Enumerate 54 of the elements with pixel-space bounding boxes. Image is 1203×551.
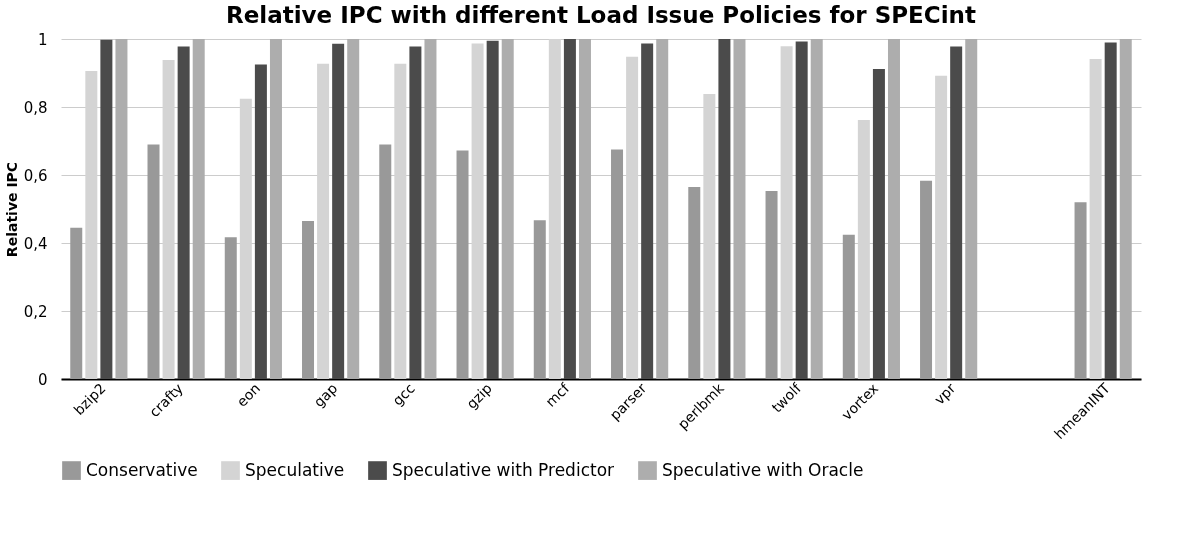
bar <box>1119 39 1132 379</box>
bar <box>872 68 885 379</box>
bar <box>486 40 499 379</box>
bar <box>578 39 591 379</box>
bar <box>611 149 624 379</box>
bar <box>409 46 422 379</box>
bar <box>887 39 900 379</box>
bar <box>254 64 267 379</box>
bar <box>332 43 345 379</box>
legend-label: Speculative with Oracle <box>662 459 864 480</box>
bar <box>765 190 778 379</box>
y-tick-label: 1 <box>37 30 48 49</box>
bar <box>563 39 576 379</box>
bar <box>424 39 437 379</box>
legend-label: Speculative with Predictor <box>392 459 615 480</box>
bar <box>641 43 654 379</box>
bar <box>100 39 113 379</box>
bar <box>1104 42 1117 379</box>
y-tick-label: 0 <box>37 370 48 389</box>
bar <box>379 144 392 379</box>
y-tick-label: 0,2 <box>23 302 48 321</box>
legend-label: Speculative <box>245 459 345 480</box>
bar <box>115 39 128 379</box>
bar <box>347 39 360 379</box>
y-tick-label: 0,8 <box>23 98 48 117</box>
bar <box>718 39 731 379</box>
bar <box>688 186 701 379</box>
chart-title: Relative IPC with different Load Issue Policies for SPECint <box>226 2 976 28</box>
bar <box>501 39 514 379</box>
legend-label: Conservative <box>86 459 198 480</box>
bar <box>733 39 746 379</box>
bar <box>224 237 237 379</box>
y-axis-title: Relative IPC <box>3 161 20 258</box>
bar <box>810 39 823 379</box>
bar <box>192 39 205 379</box>
bar <box>656 39 669 379</box>
bar <box>302 220 315 379</box>
x-tick-label: gcc <box>389 380 418 409</box>
bar <box>842 234 855 379</box>
x-tick-label: vpr <box>931 379 959 408</box>
bar <box>269 39 282 379</box>
bar <box>533 220 546 379</box>
x-tick-label: eon <box>233 380 264 410</box>
bar <box>795 41 808 379</box>
bar <box>147 144 160 379</box>
y-tick-label: 0,4 <box>23 234 48 253</box>
bar <box>920 180 933 379</box>
bar <box>177 46 190 379</box>
bar <box>950 46 963 379</box>
y-tick-label: 0,6 <box>23 166 48 185</box>
bar <box>1074 202 1087 379</box>
bar <box>456 150 469 379</box>
bar <box>70 227 83 379</box>
bar <box>965 39 978 379</box>
